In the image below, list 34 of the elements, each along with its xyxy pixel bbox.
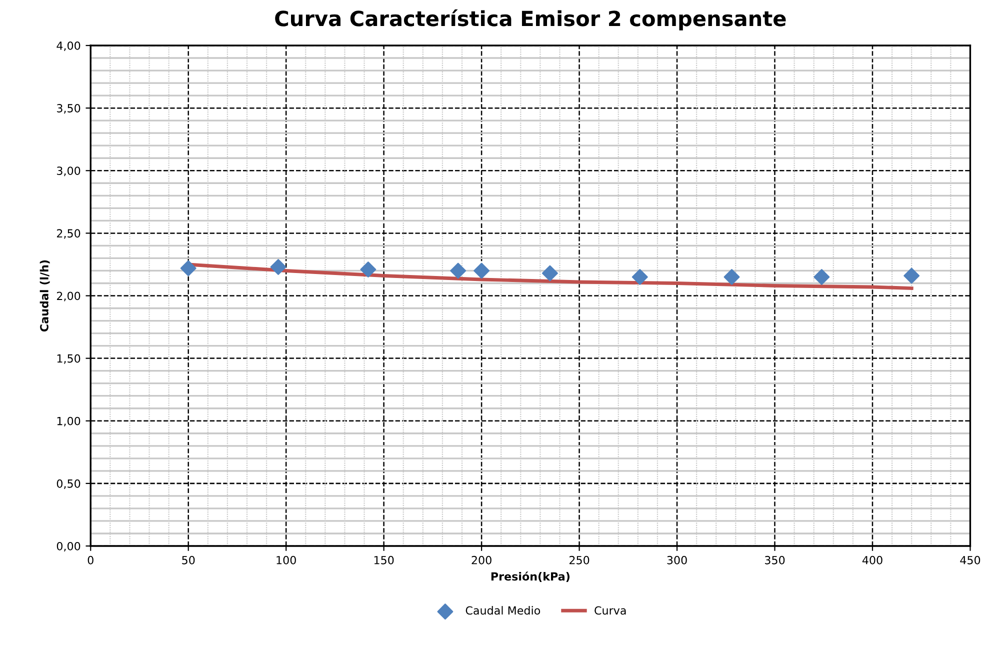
point: [360, 261, 376, 278]
y-tick-label: 3,50: [57, 104, 80, 114]
x-tick-label: 100: [276, 556, 296, 564]
point: [632, 269, 648, 285]
y-tick-label: 0,00: [56, 542, 80, 552]
point: [474, 262, 490, 279]
y-tick-label: 1,50: [57, 354, 80, 364]
y-tick-label: 1,00: [57, 416, 80, 426]
legend-label: Caudal Medio: [466, 606, 540, 615]
x-axis-title: Presión(kPa): [491, 572, 570, 582]
x-tick-label: 0: [88, 556, 94, 564]
x-tick-label: 300: [667, 556, 687, 564]
point: [270, 258, 286, 275]
x-tick-label: 50: [182, 556, 195, 564]
x-tick-label: 350: [765, 556, 785, 564]
x-tick-label: 200: [472, 556, 492, 564]
point: [542, 265, 558, 282]
y-tick-label: 2,50: [56, 229, 80, 239]
y-tick-label: 2,00: [56, 292, 80, 302]
y-tick-label: 4,00: [56, 41, 80, 52]
y-tick-label: 3,00: [57, 166, 80, 176]
point: [450, 262, 466, 279]
point: [180, 260, 196, 276]
y-tick-label: 0,50: [56, 479, 80, 489]
x-tick-label: 150: [374, 556, 394, 564]
x-tick-label: 450: [960, 556, 980, 564]
point: [904, 268, 920, 284]
chart-title: Curva Característica Emisor 2 compensante: [275, 9, 786, 30]
legend-label: Curva: [594, 606, 626, 615]
point: [724, 269, 740, 285]
y-axis-title: Caudal (l/h): [40, 260, 50, 332]
x-tick-label: 250: [570, 556, 590, 564]
point: [814, 269, 830, 285]
x-tick-label: 400: [862, 556, 882, 564]
